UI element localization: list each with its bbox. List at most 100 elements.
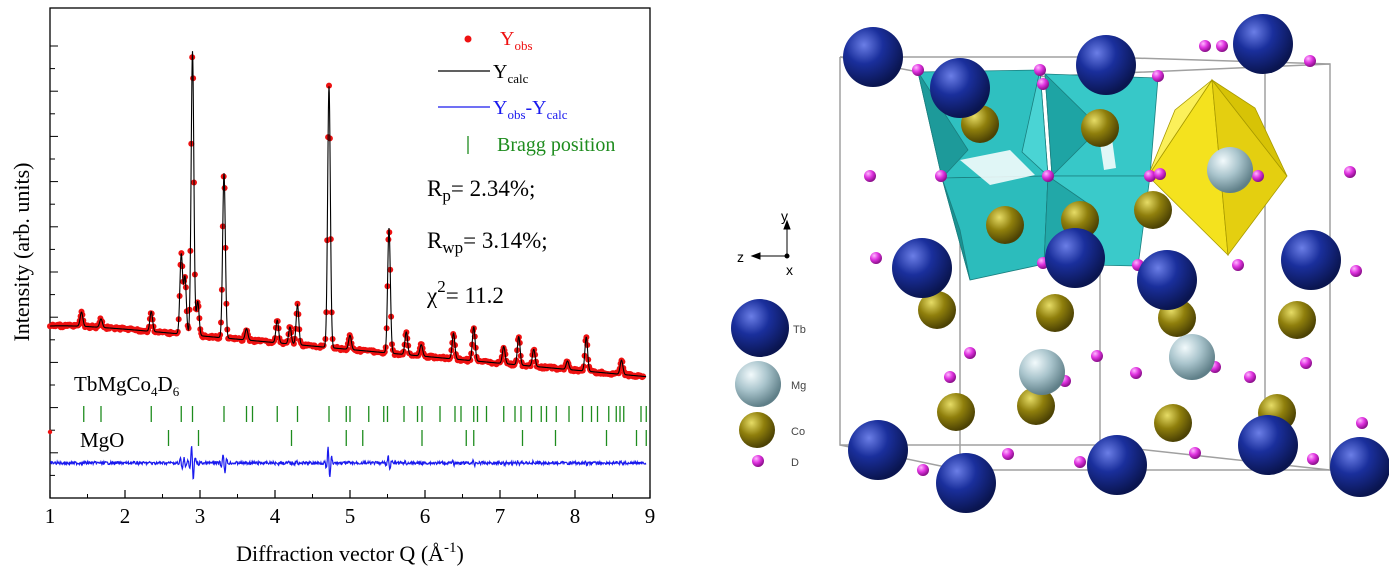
legend-co-label: Co [791,426,805,438]
deuterium-atom [1037,78,1049,90]
deuterium-atom [964,347,976,359]
cobalt-atom [1081,109,1119,147]
axis-x-label: x [786,262,793,278]
x-tick-label: 8 [570,504,581,528]
x-tick-label: 9 [645,504,656,528]
terbium-atom [936,453,996,513]
atom-legend: Tb Mg Co D [731,299,806,469]
cobalt-atom [1036,294,1074,332]
cobalt-atom [1134,191,1172,229]
deuterium-atom [870,252,882,264]
deuterium-atom [1304,55,1316,67]
x-tick-label: 2 [120,504,131,528]
x-tick-label: 4 [270,504,281,528]
terbium-atom [1045,228,1105,288]
legend-co-ball [739,412,775,448]
deuterium-atom [1300,357,1312,369]
deuterium-atom [864,170,876,182]
atoms [843,14,1389,513]
legend-tb-ball [731,299,789,357]
axis-y-label: y [781,208,788,224]
deuterium-atom [1091,350,1103,362]
deuterium-atom [1356,417,1368,429]
yellow-octahedron [1147,78,1288,257]
y-axis-label: Intensity (arb. units) [9,162,34,341]
deuterium-atom [912,64,924,76]
rp-annotation: Rp= 2.34%; [427,176,535,205]
legend-obs-label: Yobs [500,28,533,53]
x-tick-label: 6 [420,504,431,528]
terbium-atom [1281,230,1341,290]
deuterium-atom [1074,456,1086,468]
terbium-atom [930,58,990,118]
observed-point [344,346,350,353]
chi2-annotation: χ2= 11.2 [426,277,504,308]
x-tick-label: 5 [345,504,356,528]
legend-diff-label: Yobs-Ycalc [493,97,568,122]
axis-triad [750,219,791,260]
legend-obs-marker [464,35,472,43]
terbium-atom [848,420,908,480]
terbium-atom [1330,437,1389,497]
deuterium-atom [935,170,947,182]
x-tick-label: 3 [195,504,206,528]
deuterium-atom [1034,64,1046,76]
deuterium-atom [1216,40,1228,52]
phase-label-mgo: MgO [80,428,124,452]
cobalt-atom [937,393,975,431]
legend-mg-ball [735,361,781,407]
deuterium-atom [1144,170,1156,182]
deuterium-atom [1232,259,1244,271]
deuterium-atom [1042,170,1054,182]
phase-label-tbmgco4d6: TbMgCo4D6 [74,372,180,399]
calculated-curve [50,51,647,378]
magnesium-atom [1019,349,1065,395]
deuterium-atom [944,371,956,383]
legend-mg-label: Mg [791,380,806,392]
cobalt-atom [1017,387,1055,425]
legend-bragg-label: Bragg position [497,134,615,156]
deuterium-atom [1189,447,1201,459]
legend-d-ball [752,455,764,467]
plot-frame [49,7,651,499]
legend-tb-label: Tb [793,324,806,336]
terbium-atom [1076,35,1136,95]
deuterium-atom [1130,367,1142,379]
deuterium-atom [1252,170,1264,182]
deuterium-atom [1244,371,1256,383]
cobalt-atom [1278,301,1316,339]
legend-d-label: D [791,457,799,469]
terbium-atom [892,238,952,298]
magnesium-atom [1207,147,1253,193]
axis-z-label: z [737,249,744,265]
observed-point [178,250,185,257]
x-tick-label: 1 [45,504,56,528]
deuterium-atom [1307,453,1319,465]
deuterium-atom [1152,70,1164,82]
diffraction-chart: 1 2 3 4 5 6 7 8 9 TbMgCo4D6 MgO Yobs Ycalc Yobs-… [9,7,656,566]
deuterium-atom [917,464,929,476]
terbium-atom [843,27,903,87]
bragg-ticks [47,406,647,446]
deuterium-atom [1350,265,1362,277]
difference-curve [49,446,647,480]
deuterium-atom [1199,40,1211,52]
cobalt-atom [986,206,1024,244]
x-axis-label: Diffraction vector Q (Å-1) [236,540,464,566]
deuterium-atom [1002,448,1014,460]
magnesium-atom [1169,334,1215,380]
deuterium-atom [1154,168,1166,180]
cobalt-atom [1154,404,1192,442]
chart-legend: Yobs Ycalc Yobs-Ycalc Bragg position [438,28,615,156]
y-ticks [50,45,58,476]
x-ticks: 1 2 3 4 5 6 7 8 9 [45,490,656,528]
terbium-atom [1233,14,1293,74]
terbium-atom [1137,250,1197,310]
observed-points [47,54,647,381]
mgo-marker [47,429,53,435]
observed-point [326,82,332,89]
x-tick-label: 7 [495,504,506,528]
rwp-annotation: Rwp= 3.14%; [427,228,548,257]
terbium-atom [1087,435,1147,495]
